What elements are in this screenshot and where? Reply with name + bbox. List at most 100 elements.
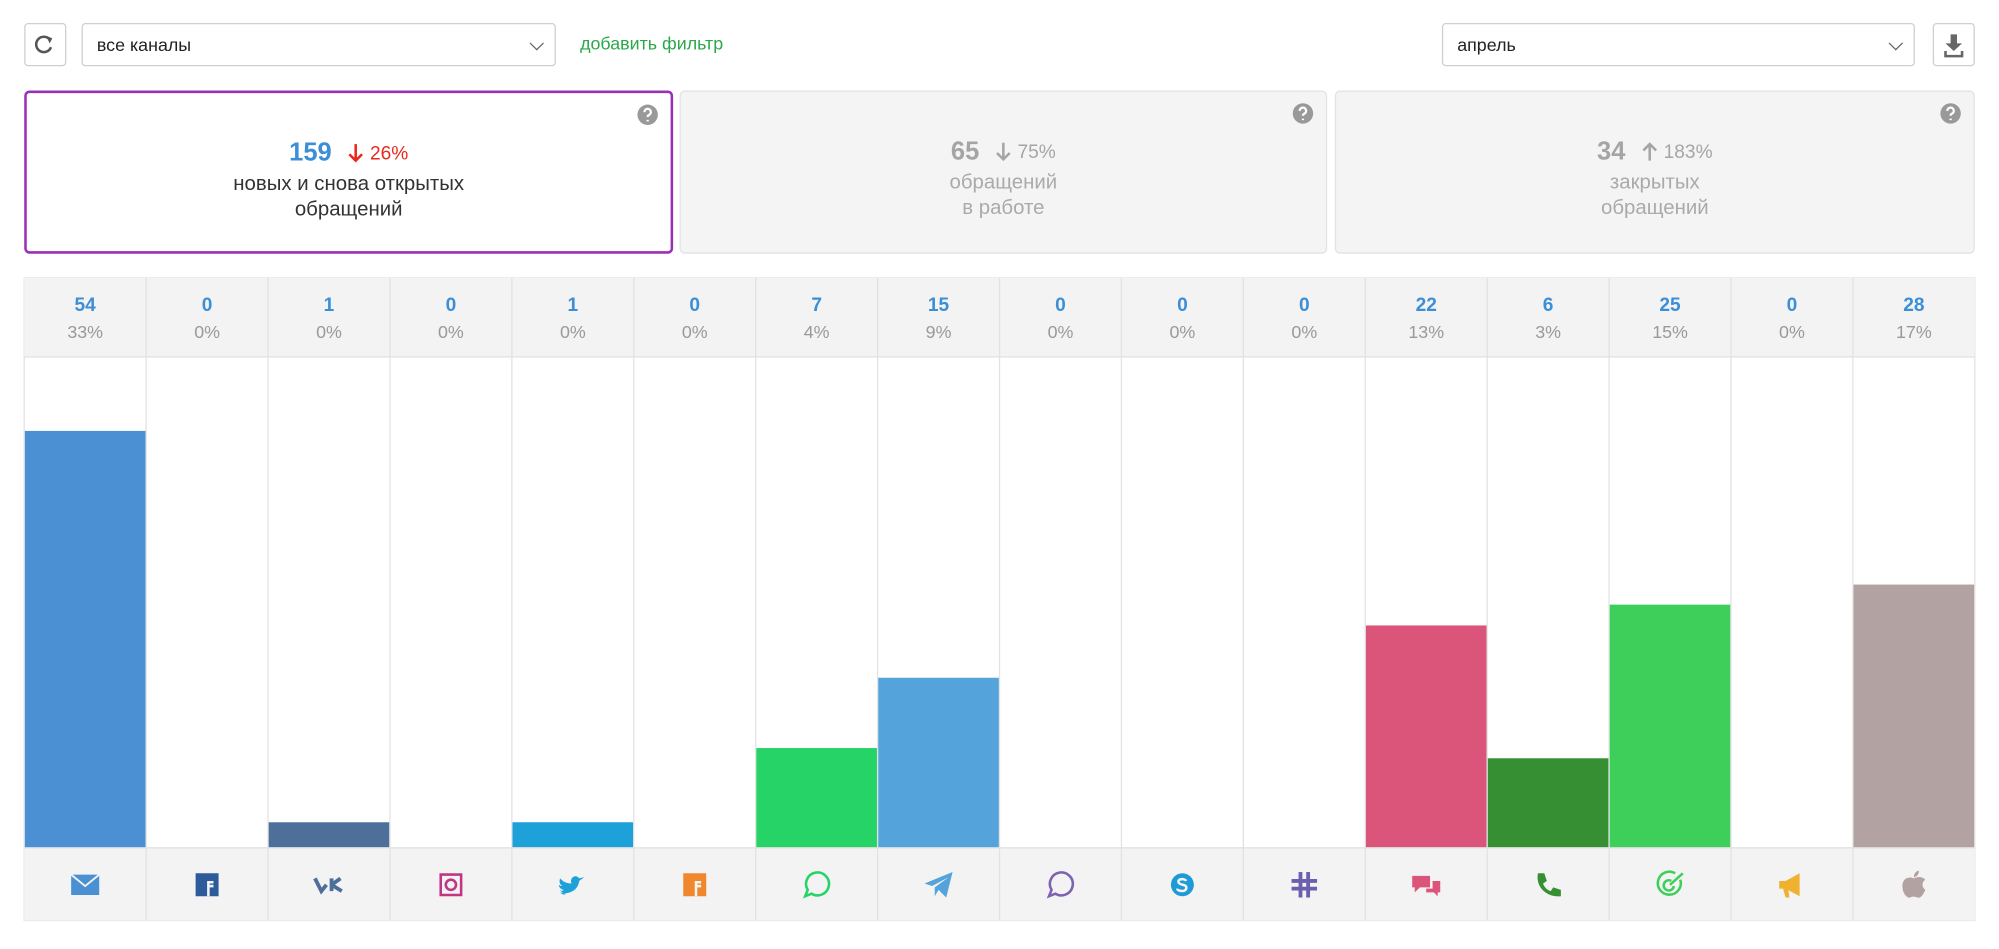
value-label: 0 [446, 295, 457, 316]
card-change: 26% [369, 142, 409, 164]
channel-icon [1656, 870, 1684, 896]
add-filter-link[interactable]: добавить фильтр [580, 33, 724, 54]
trend-arrow-path [996, 142, 1011, 162]
share-label: 0% [1169, 322, 1195, 342]
bar [24, 430, 146, 848]
stat-card[interactable]: 159 26% новых и снова открытых обращений [24, 90, 674, 254]
icon-part [439, 873, 463, 897]
card-value-row: 34 183% [1336, 133, 1973, 171]
value-label: 25 [1659, 295, 1681, 316]
channel-icon [195, 873, 219, 897]
value-label: 15 [928, 295, 950, 316]
icon-part [558, 876, 585, 895]
value-label: 0 [1787, 295, 1798, 316]
bar [1365, 625, 1487, 848]
refresh-icon [34, 35, 53, 54]
value-label: 0 [202, 295, 213, 316]
channel-icon [313, 876, 343, 895]
icon-part [444, 878, 458, 892]
icon-part [694, 880, 702, 897]
value-label: 0 [689, 295, 700, 316]
refresh-button[interactable] [24, 22, 67, 67]
value-label: 6 [1543, 295, 1554, 316]
share-label: 0% [316, 322, 342, 342]
icon-part [802, 871, 831, 899]
value-label: 22 [1416, 295, 1437, 316]
bar [756, 748, 877, 848]
bar [1487, 758, 1609, 848]
channel-icon [683, 873, 707, 897]
channel-icon [1779, 873, 1800, 898]
share-label: 0% [560, 322, 586, 342]
share-label: 15% [1652, 322, 1688, 342]
icon-part [207, 880, 214, 897]
value-label: 54 [75, 295, 97, 316]
share-label: 0% [1048, 322, 1074, 342]
bar [512, 822, 634, 848]
share-label: 9% [926, 322, 952, 342]
trend-arrow [996, 142, 1011, 162]
bar [1609, 604, 1731, 848]
stat-card[interactable]: 34 183% закрытых обращений [1334, 90, 1975, 254]
channel-icon [802, 871, 831, 899]
channel-icon [70, 873, 100, 895]
share-label: 0% [1779, 322, 1805, 342]
card-change: 183% [1663, 140, 1713, 163]
share-label: 33% [67, 322, 103, 342]
channel-icon [1902, 870, 1926, 898]
share-label: 17% [1896, 322, 1932, 342]
icon-part [1412, 875, 1431, 893]
trend-arrow [348, 144, 364, 163]
icon-part [1779, 873, 1800, 897]
channel-icon [1046, 871, 1075, 899]
download-icon [1944, 34, 1964, 58]
card-value-row: 159 26% [27, 134, 671, 172]
card-value: 159 [289, 138, 332, 167]
channel-icon [924, 872, 953, 898]
stat-card[interactable]: 65 75% обращений в работе [679, 90, 1328, 254]
icon-part [195, 873, 219, 897]
card-value: 65 [950, 137, 980, 166]
channel-icon [1291, 872, 1318, 898]
icon-part [924, 872, 953, 898]
trend-arrow-path [1642, 142, 1657, 161]
card-value-row: 65 75% [681, 133, 1326, 171]
channel-icon [1412, 875, 1441, 897]
value-label: 0 [1299, 295, 1310, 316]
period-select-text: апрель [1457, 34, 1516, 55]
value-label: 1 [324, 295, 335, 316]
help-mark [1946, 106, 1955, 121]
channel-select-text: все каналы [96, 34, 192, 55]
trend-arrow-path [348, 144, 364, 163]
value-label: 1 [568, 295, 579, 316]
share-label: 0% [194, 322, 220, 342]
card-label: закрытых [1609, 172, 1700, 194]
card-label: обращений [949, 172, 1058, 194]
share-label: 0% [682, 322, 708, 342]
trend-arrow [1642, 142, 1657, 161]
share-label: 0% [438, 322, 464, 342]
card-label: в работе [962, 197, 1045, 220]
share-label: 0% [1291, 322, 1317, 342]
channel-icon [1170, 873, 1194, 897]
icon-part [1902, 870, 1926, 898]
download-button[interactable] [1932, 22, 1975, 67]
help-icon [637, 104, 658, 125]
channel-icon [1537, 873, 1561, 897]
channel-select[interactable]: все каналы [81, 22, 556, 67]
help-mark [643, 107, 652, 122]
icon-part [313, 876, 343, 895]
bar [1853, 584, 1975, 848]
icon-part [1291, 872, 1318, 898]
channel-icon [439, 873, 463, 897]
share-label: 13% [1408, 322, 1444, 342]
share-label: 3% [1535, 322, 1561, 342]
share-label: 4% [804, 322, 830, 342]
card-label: обращений [1600, 197, 1709, 220]
help-mark [1298, 106, 1308, 121]
icon-part [1046, 871, 1075, 899]
period-select[interactable]: апрель [1441, 22, 1915, 67]
